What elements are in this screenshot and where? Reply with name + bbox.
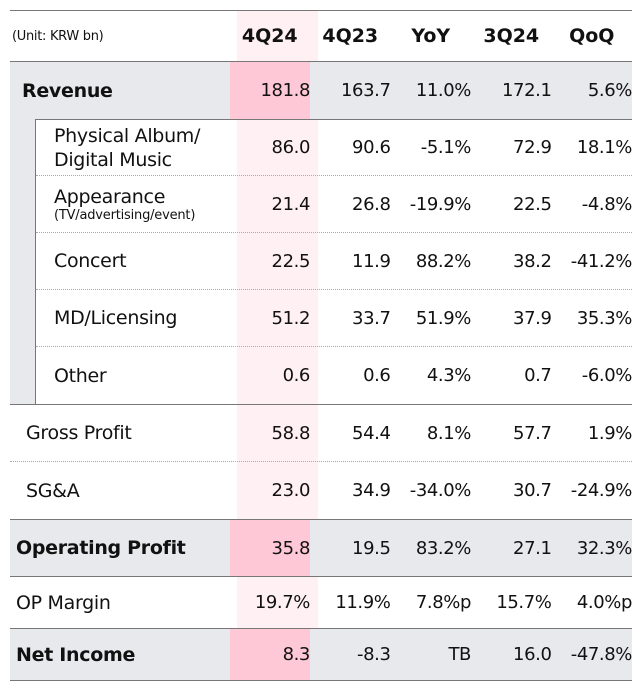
cell: 5.6% [587,80,633,101]
row-label: Physical Album/Digital Music [36,124,230,172]
cell: 22.5 [271,250,311,272]
cell: 23.0 [271,480,311,501]
row-label: Appearance (TV/advertising/event) [36,186,230,223]
row-label-line2: (TV/advertising/event) [54,207,196,223]
cell: 86.0 [271,137,311,158]
row-label-line2: Digital Music [54,148,172,171]
cell: 163.7 [340,80,391,101]
cell: 1.9% [587,422,633,444]
cell: 26.8 [352,193,391,215]
row-sga: SG&A 23.0 34.9 -34.0% 30.7 -24.9% [10,462,632,520]
cell: 37.9 [513,307,552,329]
row-md-licensing: MD/Licensing 51.2 33.7 51.9% 37.9 35.3% [36,290,632,347]
indent-strip [10,119,36,405]
row-other: Other 0.6 0.6 4.3% 0.7 -6.0% [36,347,632,405]
row-net-income: Net Income 8.3 -8.3 TB 16.0 -47.8% [10,629,632,681]
row-label: Concert [54,250,127,272]
cell: 0.6 [282,365,311,386]
row-label: SG&A [26,479,80,502]
row-label: Operating Profit [16,537,186,559]
col-header: QoQ [569,25,615,47]
cell: 57.7 [513,422,552,444]
cell: 0.7 [524,365,552,386]
cell: 21.4 [271,193,311,215]
cell: 35.3% [576,307,633,329]
cell: 33.7 [352,307,391,329]
cell: 35.8 [229,520,310,576]
cell: TB [448,644,471,665]
cell: 8.3 [229,629,310,680]
cell: 7.8%p [415,592,472,613]
cell: 83.2% [415,537,472,559]
cell: 8.1% [426,422,472,444]
cell: 19.5 [352,537,391,559]
row-concert: Concert 22.5 11.9 88.2% 38.2 -41.2% [36,233,632,290]
cell: 54.4 [352,422,391,444]
unit-label: (Unit: KRW bn) [12,28,104,44]
cell: 90.6 [352,137,391,158]
cell: 51.9% [415,307,472,329]
row-label: Gross Profit [26,422,132,444]
col-header: 3Q24 [483,25,540,47]
row-appearance: Appearance (TV/advertising/event) 21.4 26… [36,176,632,233]
cell: 22.5 [513,193,552,215]
cell: -8.3 [356,644,391,665]
financial-table: (Unit: KRW bn) 4Q24 4Q23 YoY 3Q24 QoQ Re… [10,10,632,681]
cell: 172.1 [501,80,552,101]
cell: 11.9% [335,592,391,613]
cell: 4.3% [426,365,472,386]
cell: 15.7% [496,592,552,613]
row-label-line1: Physical Album/ [54,124,201,147]
cell: 181.8 [229,62,310,119]
cell: 11.9 [352,250,391,272]
cell: 34.9 [352,480,391,501]
cell: 27.1 [513,537,552,559]
cell: 38.2 [513,250,552,272]
cell: 0.6 [363,365,391,386]
col-header: YoY [411,25,451,47]
col-header: 4Q24 [241,25,298,47]
row-label: MD/Licensing [54,307,178,329]
col-header: 4Q23 [322,25,379,47]
cell: -34.0% [409,480,472,501]
row-op-margin: OP Margin 19.7% 11.9% 7.8%p 15.7% 4.0%p [10,577,632,629]
cell: 88.2% [415,250,472,272]
row-label: Net Income [16,643,136,666]
row-operating-profit: Operating Profit 35.8 19.5 83.2% 27.1 32… [10,520,632,577]
row-label: Other [54,364,107,387]
cell: -4.8% [581,193,633,215]
row-revenue: Revenue 181.8 163.7 11.0% 172.1 5.6% [10,62,632,119]
cell: -24.9% [570,480,633,501]
cell: 58.8 [271,422,311,444]
cell: -19.9% [409,193,472,215]
cell: 4.0%p [576,592,633,613]
cell: 30.7 [513,480,552,501]
cell: -41.2% [570,250,633,272]
row-label: OP Margin [16,591,111,614]
cell: 11.0% [415,80,472,101]
row-physical-album: Physical Album/Digital Music 86.0 90.6 -… [36,119,632,176]
row-label: Revenue [22,79,113,102]
cell: 51.2 [271,307,311,329]
row-gross-profit: Gross Profit 58.8 54.4 8.1% 57.7 1.9% [10,405,632,462]
cell: -47.8% [570,644,633,665]
cell: 72.9 [513,137,552,158]
cell: 16.0 [513,644,552,665]
cell: -6.0% [581,365,633,386]
cell: 32.3% [576,537,633,559]
cell: 18.1% [576,137,633,158]
revenue-breakdown: Physical Album/Digital Music 86.0 90.6 -… [10,119,632,405]
header-row: (Unit: KRW bn) 4Q24 4Q23 YoY 3Q24 QoQ [10,10,632,62]
cell: -5.1% [420,137,472,158]
row-label-line1: Appearance [54,185,166,208]
cell: 19.7% [254,592,311,613]
